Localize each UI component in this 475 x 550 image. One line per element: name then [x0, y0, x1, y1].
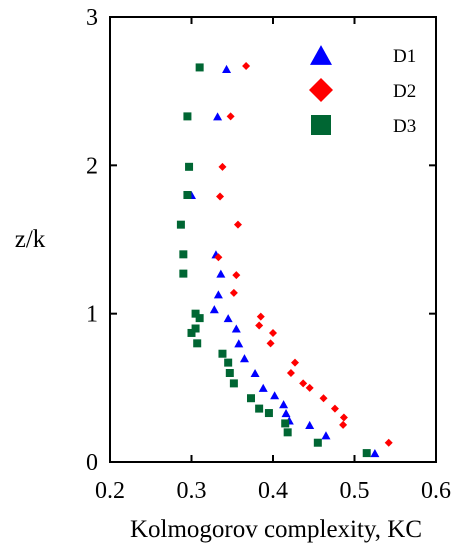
- data-point-d2: [216, 192, 225, 201]
- y-axis-title: z/k: [15, 226, 46, 253]
- data-point-d1: [234, 339, 244, 348]
- series-d2: [214, 61, 393, 447]
- data-point-d3: [183, 112, 192, 121]
- data-point-d2: [226, 112, 235, 121]
- data-point-d3: [179, 269, 188, 278]
- data-point-d2: [218, 162, 227, 171]
- data-point-d1: [213, 112, 223, 121]
- data-point-d3: [183, 191, 192, 199]
- legend-marker-d2: [309, 78, 333, 102]
- data-point-d2: [214, 253, 223, 262]
- data-point-d1: [216, 269, 226, 278]
- series-d1: [187, 64, 380, 458]
- data-point-d3: [224, 358, 233, 367]
- data-point-d1: [222, 64, 232, 73]
- data-points: [176, 61, 393, 458]
- data-point-d2: [299, 379, 308, 388]
- axes: 0.2 0.3 0.4 0.5 0.6 0 1 2 3: [86, 5, 451, 504]
- y-tick-label: 2: [86, 153, 98, 179]
- data-point-d2: [232, 271, 241, 280]
- data-point-d2: [229, 288, 238, 297]
- data-point-d3: [187, 328, 196, 337]
- data-point-d1: [258, 383, 268, 392]
- data-point-d2: [339, 413, 348, 422]
- data-point-d2: [286, 369, 295, 377]
- data-point-d1: [270, 391, 280, 400]
- data-point-d3: [191, 324, 200, 333]
- x-tick-label: 0.6: [421, 478, 451, 504]
- series-d3: [176, 63, 371, 458]
- data-point-d3: [191, 309, 200, 318]
- data-point-d3: [255, 404, 264, 413]
- data-point-d3: [195, 314, 204, 323]
- data-point-d3: [362, 449, 371, 458]
- data-point-d1: [321, 431, 331, 440]
- data-point-d1: [279, 400, 289, 409]
- x-tick-label: 0.4: [258, 478, 288, 504]
- data-point-d2: [330, 404, 339, 413]
- x-tick-label: 0.5: [340, 478, 370, 504]
- data-point-d3: [176, 220, 185, 229]
- data-point-d2: [266, 339, 275, 348]
- y-tick-label: 0: [86, 450, 98, 476]
- data-point-d2: [255, 321, 264, 330]
- data-point-d3: [246, 394, 255, 403]
- data-point-d1: [231, 324, 241, 333]
- data-point-d3: [313, 438, 322, 447]
- data-point-d2: [256, 312, 265, 321]
- data-point-d3: [225, 369, 234, 377]
- data-point-d1: [209, 305, 219, 314]
- data-point-d2: [305, 383, 314, 392]
- data-point-d3: [281, 419, 290, 428]
- data-point-d2: [319, 394, 328, 403]
- data-point-d3: [195, 63, 204, 72]
- data-point-d2: [384, 438, 393, 447]
- x-tick-label: 0.2: [95, 478, 125, 504]
- data-point-d3: [218, 349, 227, 358]
- data-point-d2: [269, 328, 277, 337]
- x-tick-label: 0.3: [177, 478, 207, 504]
- legend-marker-d3: [311, 115, 331, 135]
- data-point-d2: [242, 61, 251, 70]
- legend-label-d1: D1: [393, 46, 416, 67]
- legend-label-d3: D3: [393, 116, 416, 137]
- x-axis-title: Kolmogorov complexity, KC: [130, 516, 422, 543]
- data-point-d2: [339, 420, 348, 429]
- y-tick-label: 1: [86, 302, 98, 328]
- legend-label-d2: D2: [393, 81, 416, 102]
- legend: D1 D2 D3: [309, 45, 416, 137]
- data-point-d2: [233, 220, 242, 229]
- legend-marker-d1: [310, 45, 332, 65]
- y-tick-label: 3: [86, 5, 98, 31]
- data-point-d1: [213, 290, 223, 299]
- data-point-d3: [179, 250, 188, 259]
- data-point-d1: [281, 409, 291, 418]
- data-point-d3: [264, 409, 273, 418]
- data-point-d1: [239, 354, 249, 363]
- data-point-d1: [250, 368, 260, 378]
- data-point-d3: [283, 428, 292, 437]
- data-point-d1: [370, 449, 380, 458]
- data-point-d1: [305, 420, 315, 429]
- data-point-d3: [185, 162, 194, 171]
- data-point-d1: [223, 314, 233, 323]
- data-point-d3: [193, 339, 202, 348]
- data-point-d3: [229, 379, 238, 388]
- data-point-d2: [291, 358, 300, 367]
